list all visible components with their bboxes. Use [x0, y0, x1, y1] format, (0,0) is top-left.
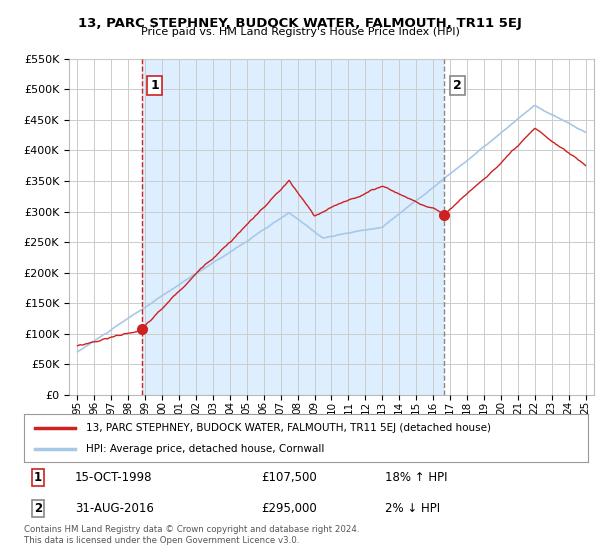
Bar	[142, 59, 444, 395]
Text: 31-AUG-2016: 31-AUG-2016	[75, 502, 154, 515]
Text: 15-OCT-1998: 15-OCT-1998	[75, 471, 152, 484]
Text: HPI: Average price, detached house, Cornwall: HPI: Average price, detached house, Corn…	[86, 444, 325, 454]
Text: 2: 2	[34, 502, 42, 515]
Text: Price paid vs. HM Land Registry's House Price Index (HPI): Price paid vs. HM Land Registry's House …	[140, 27, 460, 37]
Text: 1: 1	[150, 79, 159, 92]
Text: Contains HM Land Registry data © Crown copyright and database right 2024.
This d: Contains HM Land Registry data © Crown c…	[24, 525, 359, 545]
Text: £295,000: £295,000	[261, 502, 317, 515]
Text: £107,500: £107,500	[261, 471, 317, 484]
Text: 18% ↑ HPI: 18% ↑ HPI	[385, 471, 448, 484]
Text: 2% ↓ HPI: 2% ↓ HPI	[385, 502, 440, 515]
Text: 1: 1	[34, 471, 42, 484]
Text: 13, PARC STEPHNEY, BUDOCK WATER, FALMOUTH, TR11 5EJ (detached house): 13, PARC STEPHNEY, BUDOCK WATER, FALMOUT…	[86, 423, 491, 433]
Text: 2: 2	[453, 79, 461, 92]
Text: 13, PARC STEPHNEY, BUDOCK WATER, FALMOUTH, TR11 5EJ: 13, PARC STEPHNEY, BUDOCK WATER, FALMOUT…	[78, 17, 522, 30]
